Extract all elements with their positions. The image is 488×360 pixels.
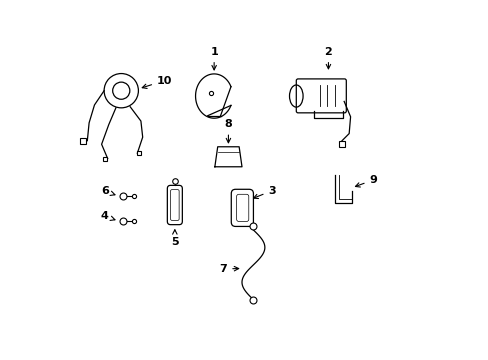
Text: 8: 8 bbox=[224, 120, 232, 143]
Text: 5: 5 bbox=[171, 230, 178, 247]
Text: 3: 3 bbox=[253, 185, 276, 198]
Text: 10: 10 bbox=[142, 76, 172, 89]
Text: 1: 1 bbox=[210, 47, 218, 70]
Text: 6: 6 bbox=[101, 186, 115, 196]
Text: 9: 9 bbox=[355, 175, 377, 187]
Text: 7: 7 bbox=[219, 264, 238, 274]
Text: 4: 4 bbox=[101, 211, 115, 221]
Text: 2: 2 bbox=[324, 47, 332, 69]
